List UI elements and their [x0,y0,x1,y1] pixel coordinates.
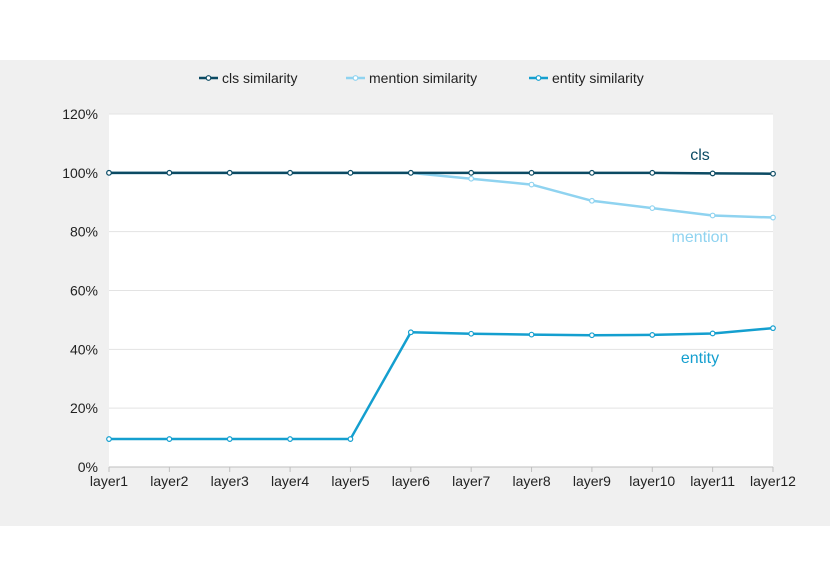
x-tick-label: layer1 [90,473,128,489]
data-point-entity [106,436,112,442]
data-point-entity [407,329,414,336]
data-point-entity [528,331,535,338]
y-tick-label: 80% [70,224,98,240]
data-point-mention [528,181,535,188]
x-tick-label: layer10 [629,473,675,489]
data-point-mention [468,175,475,182]
data-point-mention [649,205,656,212]
y-tick-label: 60% [70,283,98,299]
data-point-cls [226,169,233,176]
series-line-entity [109,326,774,441]
x-tick-label: layer8 [512,473,550,489]
legend-swatch-marker [535,75,542,81]
y-tick-label: 20% [70,400,98,416]
data-point-cls [468,169,475,176]
data-point-cls [166,169,173,176]
data-point-entity [468,330,475,337]
data-point-cls [528,169,535,176]
x-tick-label: layer11 [690,473,735,489]
data-point-entity [226,436,233,442]
x-tick-label: layer2 [150,473,188,489]
x-tick-label: layer3 [211,473,249,489]
y-tick-label: 120% [62,106,98,122]
data-point-cls [347,169,354,176]
data-point-entity [770,325,776,332]
data-point-mention [709,212,716,219]
data-point-entity [347,436,354,442]
data-point-entity [287,436,293,442]
data-point-entity [166,436,173,442]
x-tick-label: layer6 [392,473,430,489]
legend-label: cls similarity [222,70,297,86]
data-point-entity [649,332,656,338]
legend-swatch-marker [352,75,359,81]
data-point-cls [589,169,595,176]
y-tick-label: 40% [70,341,98,357]
x-tick-label: layer9 [573,473,611,489]
data-point-cls [770,170,776,177]
data-point-cls [287,169,293,176]
series-line-cls [109,171,774,175]
data-point-entity [709,330,716,337]
data-point-cls [709,170,716,177]
data-point-cls [407,169,414,176]
data-point-cls [649,169,656,176]
x-tick-label: layer7 [452,473,490,489]
series-label-cls: cls [690,147,710,164]
data-point-entity [589,332,595,339]
series-label-mention: mention [672,229,729,246]
x-tick-label: layer5 [331,473,369,489]
data-point-mention [770,214,776,221]
series-label-entity: entity [681,350,719,367]
data-point-mention [589,197,595,204]
x-tick-label: layer12 [750,473,796,489]
y-tick-label: 100% [62,165,98,181]
legend-item-mention: mention similarity [346,70,477,86]
y-tick-label: 0% [78,459,98,475]
legend-item-cls: cls similarity [199,70,297,86]
legend-label: entity similarity [552,70,644,86]
legend-swatch-marker [205,75,212,81]
legend-item-entity: entity similarity [529,70,644,86]
legend-label: mention similarity [369,70,477,86]
x-tick-label: layer4 [271,473,309,489]
data-point-cls [106,169,112,176]
